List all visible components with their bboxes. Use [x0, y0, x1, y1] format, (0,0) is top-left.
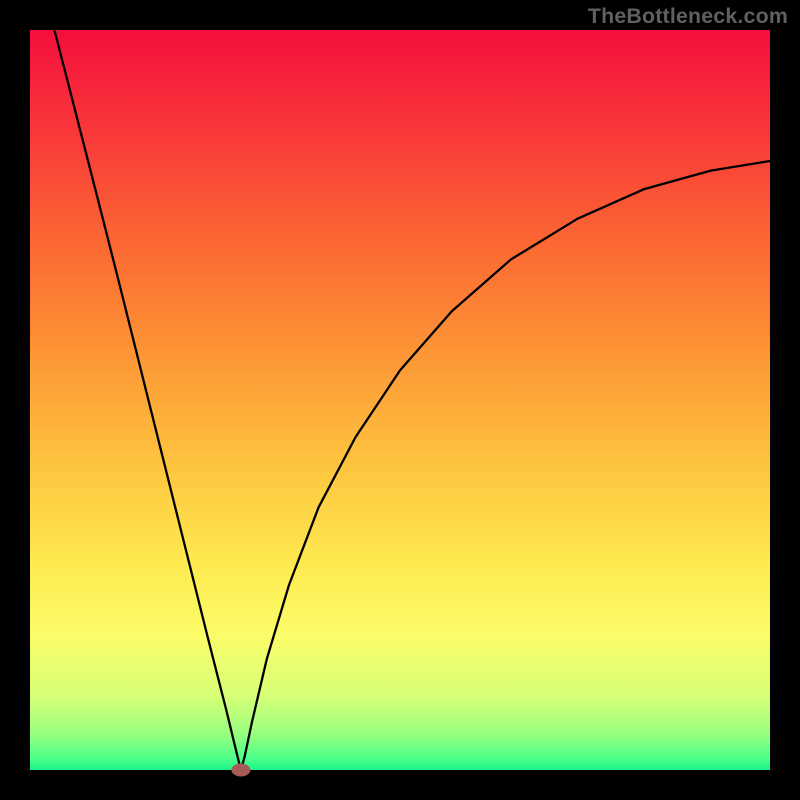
chart-stage: TheBottleneck.com: [0, 0, 800, 800]
bottleneck-curve-chart: [0, 0, 800, 800]
minimum-marker-dot: [232, 764, 250, 776]
watermark-label: TheBottleneck.com: [588, 4, 788, 29]
plot-gradient-background: [30, 30, 770, 770]
